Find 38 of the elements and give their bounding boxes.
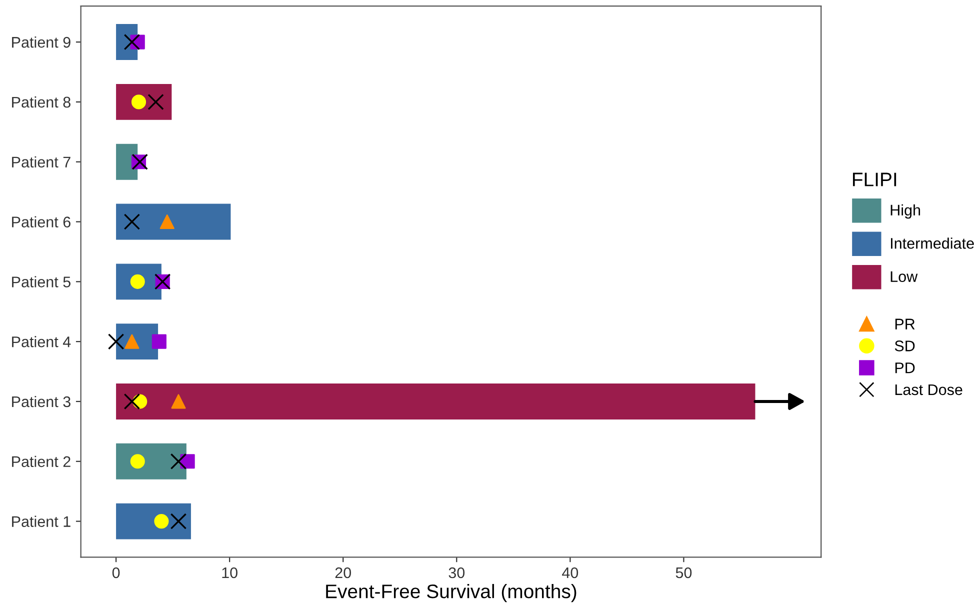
legend-label: PD (895, 362, 915, 374)
point (108, 333, 124, 350)
bar (116, 204, 231, 240)
y-tick-label: Patient 2 (12, 456, 70, 468)
x-tick-label: 20 (335, 567, 352, 578)
x-tick-label: 30 (448, 567, 465, 578)
legend-label: High (890, 204, 920, 219)
y-tick-label: Patient 3 (12, 396, 70, 408)
point (170, 453, 187, 470)
point (154, 514, 169, 529)
bar (116, 384, 756, 420)
bar (116, 503, 191, 540)
y-tick-label: Patient 9 (12, 36, 70, 48)
point (170, 513, 187, 530)
point (148, 94, 164, 110)
x-axis-title: Event-Free Survival (months) (326, 584, 576, 602)
point (124, 214, 140, 230)
legend-label: Last Dose (895, 384, 962, 396)
point (130, 454, 145, 469)
y-tick-label: Patient 7 (12, 156, 70, 168)
legend-label: Intermediate (890, 238, 974, 249)
legend-title: FLIPI (852, 172, 896, 186)
y-tick-label: Patient 4 (12, 336, 71, 348)
x-tick-label: 0 (112, 567, 120, 578)
x-tick-label: 50 (676, 567, 692, 578)
y-tick-label: Patient 8 (12, 96, 70, 108)
point (171, 394, 186, 409)
point (152, 334, 166, 349)
x-tick-label: 40 (562, 567, 578, 578)
legend-label: Low (890, 271, 918, 282)
legend-label: SD (894, 340, 915, 352)
legend-label: PR (895, 318, 915, 330)
point (160, 214, 174, 230)
y-tick-label: Patient 5 (12, 276, 70, 288)
point (124, 393, 140, 410)
y-tick-label: Patient 1 (12, 516, 70, 527)
x-tick-label: 10 (222, 567, 238, 578)
y-tick-label: Patient 6 (12, 216, 70, 228)
